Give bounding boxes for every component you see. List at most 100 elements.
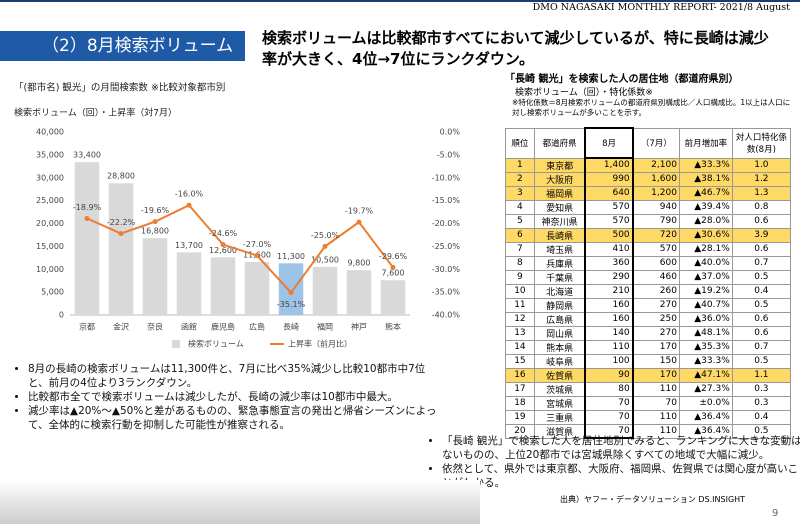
legend-label: 上昇率（前月比） (288, 339, 352, 349)
report-header: DMO NAGASAKI MONTHLY REPORT- 2021/8 Augu… (532, 2, 790, 13)
table-cell: 170 (632, 339, 680, 355)
bar-value-label: 12,600 (209, 246, 237, 255)
line-point (356, 219, 362, 225)
chart: 「(都市名) 観光」の月間検索数 ※比較対象都市別 検索ボリューム（回）・上昇率… (14, 82, 461, 349)
table-row: 5 神奈川県 570 790 ▲28.0% 0.6 (505, 213, 792, 229)
table-cell: 720 (632, 227, 680, 243)
table-cell: 360 (584, 255, 634, 271)
table-cell: 260 (632, 283, 680, 299)
table-row: 1 東京都 1,400 2,100 ▲33.3% 1.0 (505, 157, 792, 173)
table-cell: 1.0 (731, 157, 792, 173)
table-cell: 0.3 (731, 395, 792, 411)
table-cell: 110 (632, 409, 680, 425)
table-cell: 長崎県 (533, 227, 586, 243)
table-cell: 宮城県 (533, 395, 586, 411)
table-cell: 110 (584, 339, 634, 355)
table-cell: 0.6 (731, 241, 792, 257)
table-cell: ▲47.1% (678, 367, 733, 383)
legend-label: 検索ボリューム (188, 339, 244, 349)
table-cell: ▲33.3% (678, 157, 733, 173)
bar (380, 280, 406, 315)
table-row: 16 佐賀県 90 170 ▲47.1% 1.1 (505, 367, 792, 383)
table-cell: 0.8 (731, 199, 792, 215)
table-cell: 0.6 (731, 325, 792, 341)
table-cell: 8 (505, 255, 535, 271)
y2-tick-label: -15.0% (432, 196, 461, 205)
table-title: 「長崎 観光」を検索した人の居住地（都道府県別） (505, 74, 739, 85)
bar-value-label: 13,700 (175, 241, 203, 250)
table-cell: 160 (584, 297, 634, 313)
x-tick-label: 金沢 (113, 322, 129, 332)
table-cell: 愛知県 (533, 199, 586, 215)
table-cell: 140 (584, 325, 634, 341)
bar (176, 252, 202, 315)
bar-value-label: 28,800 (107, 172, 135, 181)
table-cell: 0.5 (731, 423, 792, 439)
table-cell: ▲33.3% (678, 353, 733, 369)
line-point (84, 215, 90, 221)
x-tick-label: 長崎 (283, 322, 299, 332)
table-cell: 990 (584, 171, 634, 187)
table-row: 17 茨城県 80 110 ▲27.3% 0.3 (505, 381, 792, 397)
y2-tick-label: -20.0% (432, 219, 461, 228)
table-cell: 11 (505, 297, 535, 313)
line-point (254, 253, 260, 259)
table-cell: 広島県 (533, 311, 586, 327)
table-cell: ▲35.3% (678, 339, 733, 355)
bar-value-label: 7,600 (382, 269, 405, 278)
table-cell: ▲38.1% (678, 171, 733, 187)
bullet: 「長崎 観光」で検索した人を居住地別でみると、ランキングに大きな変動はないものの… (442, 434, 800, 462)
x-tick-label: 神戸 (351, 322, 367, 332)
table-cell: 10 (505, 283, 535, 299)
table-cell: 0.4 (731, 283, 792, 299)
table-cell: 茨城県 (533, 381, 586, 397)
table-cell: 東京都 (533, 157, 586, 173)
line-value-label: -27.0% (243, 240, 272, 249)
table-cell: ▲36.4% (678, 409, 733, 425)
table-row: 8 兵庫県 360 600 ▲40.0% 0.7 (505, 255, 792, 271)
line-value-label: -29.6% (379, 252, 408, 261)
table-cell: 500 (584, 227, 634, 243)
source: 出典）ヤフー・データソリューション DS.INSIGHT (560, 495, 746, 504)
table-cell: 岡山県 (533, 325, 586, 341)
table-cell: ▲27.3% (678, 381, 733, 397)
y-tick-label: 30,000 (36, 173, 64, 182)
table-cell: 1.3 (731, 185, 792, 201)
page-number: 9 (772, 508, 779, 519)
table-cell: 70 (584, 395, 634, 411)
y2-tick-label: -35.0% (432, 288, 461, 297)
table-cell: ▲39.4% (678, 199, 733, 215)
table-cell: 埼玉県 (533, 241, 586, 257)
table-cell: 270 (632, 297, 680, 313)
x-tick-label: 福岡 (317, 323, 333, 332)
table-cell: ▲28.1% (678, 241, 733, 257)
y2-tick-label: -5.0% (437, 150, 461, 159)
table-cell: ▲46.7% (678, 185, 733, 201)
x-tick-label: 函館 (181, 322, 197, 332)
section-title: （2）8月検索ボリューム (0, 31, 245, 61)
table-cell: 150 (632, 353, 680, 369)
y2-tick-label: -25.0% (432, 242, 461, 251)
y2-tick-label: -40.0% (432, 311, 461, 320)
table-cell: 70 (632, 395, 680, 411)
table-row: 20 滋賀県 70 110 ▲36.4% 0.5 (505, 423, 792, 439)
table-cell: 0.3 (731, 381, 792, 397)
table-cell: 110 (632, 381, 680, 397)
y-tick-label: 0 (59, 311, 64, 320)
table-cell: 0.7 (731, 339, 792, 355)
table-cell: 静岡県 (533, 297, 586, 313)
table-cell: 1.1 (731, 367, 792, 383)
table-cell: 1,600 (632, 171, 680, 187)
table-row: 14 熊本県 110 170 ▲35.3% 0.7 (505, 339, 792, 355)
table-row: 7 埼玉県 410 570 ▲28.1% 0.6 (505, 241, 792, 257)
table-cell: 12 (505, 311, 535, 327)
y-tick-label: 25,000 (36, 196, 64, 205)
table-row: 3 福岡県 640 1,200 ▲46.7% 1.3 (505, 185, 792, 201)
table-cell: 1,400 (584, 157, 634, 173)
table-cell: ▲40.0% (678, 255, 733, 271)
table-cell: 佐賀県 (533, 367, 586, 383)
table-cell: 3.9 (731, 227, 792, 243)
bar (74, 162, 100, 315)
line-value-label: -25.0% (311, 231, 340, 240)
line-value-label: -19.7% (345, 207, 374, 216)
